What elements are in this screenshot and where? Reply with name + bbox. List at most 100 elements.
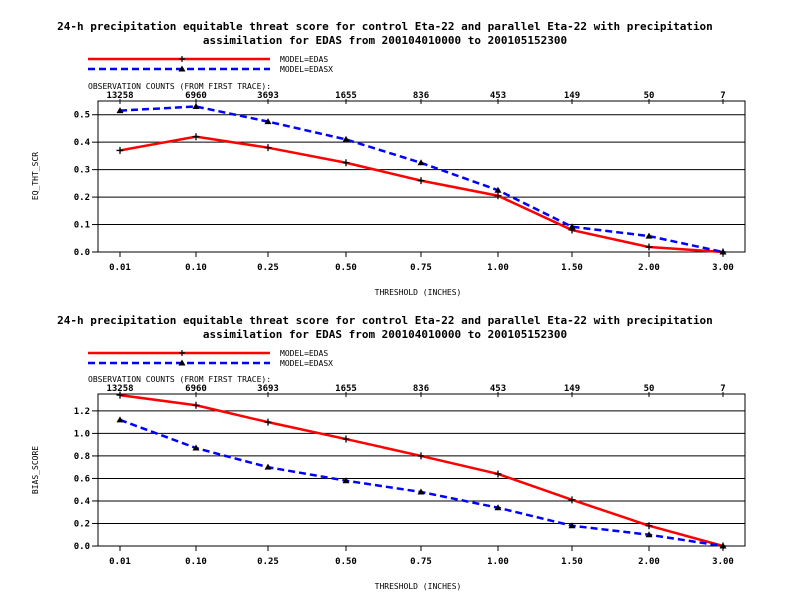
chart-1-legend-label-edas: MODEL=EDAS — [280, 55, 328, 64]
y-tick-label: 0.6 — [74, 474, 90, 484]
chart-panel-2: 24-h precipitation equitable threat scor… — [31, 314, 746, 591]
chart-2-legend-marker-edasx — [178, 359, 186, 366]
obs-count-label: 1655 — [335, 91, 357, 101]
data-point-triangle — [417, 488, 425, 495]
chart-1-series-edasx — [116, 102, 727, 255]
chart-2-gridlines — [98, 410, 745, 524]
x-tick-label: 3.00 — [712, 557, 734, 567]
x-tick-label: 1.00 — [487, 557, 509, 567]
chart-2-series-edas — [116, 391, 727, 550]
data-point-plus — [645, 243, 653, 251]
chart-2-obs-counts-label: OBSERVATION COUNTS (FROM FIRST TRACE): — [88, 375, 271, 384]
obs-count-label: 50 — [644, 91, 655, 101]
obs-count-label: 13258 — [106, 91, 133, 101]
chart-1-plot-frame — [97, 100, 746, 253]
x-tick-label: 0.50 — [335, 557, 357, 567]
data-point-plus — [568, 496, 576, 504]
chart-2-y-axis-label: BIAS_SCORE — [31, 446, 40, 494]
series-line — [119, 418, 724, 548]
y-tick-label: 0.0 — [74, 542, 90, 552]
chart-panel-1: 24-h precipitation equitable threat scor… — [31, 20, 746, 297]
obs-count-label: 453 — [490, 384, 506, 394]
data-point-triangle — [417, 159, 425, 166]
x-tick-label: 1.50 — [561, 557, 583, 567]
y-tick-label: 1.2 — [74, 407, 90, 417]
data-point-triangle — [116, 416, 124, 423]
chart-1-legend-label-edasx: MODEL=EDASX — [280, 65, 333, 74]
chart-2-series-edasx — [116, 416, 727, 549]
y-tick-label: 0.8 — [74, 452, 90, 462]
chart-1-obs-counts: 13258 6960 3693 1655 836 453 149 50 7 — [106, 91, 726, 104]
data-point-triangle — [116, 107, 124, 114]
obs-count-label: 453 — [490, 91, 506, 101]
obs-count-label: 13258 — [106, 384, 133, 394]
x-tick-label: 2.00 — [638, 263, 660, 273]
chart-2-legend-marker-edas — [179, 350, 185, 356]
data-point-triangle — [645, 531, 653, 538]
x-tick-label: 2.00 — [638, 557, 660, 567]
x-tick-label: 0.10 — [185, 263, 207, 273]
data-point-triangle — [719, 248, 727, 255]
y-tick-label: 0.3 — [74, 166, 90, 176]
chart-2-legend-label-edasx: MODEL=EDASX — [280, 359, 333, 368]
obs-count-label: 50 — [644, 384, 655, 394]
data-point-triangle — [342, 135, 350, 142]
chart-1-legend: MODEL=EDAS MODEL=EDASX — [88, 55, 333, 74]
chart-1-y-axis-label: EQ_THT_SCR — [31, 152, 40, 200]
x-tick-label: 0.75 — [410, 557, 432, 567]
data-point-triangle — [568, 223, 576, 230]
x-tick-label: 3.00 — [712, 263, 734, 273]
x-tick-label: 0.50 — [335, 263, 357, 273]
data-point-plus — [342, 159, 350, 167]
y-tick-label: 0.2 — [74, 519, 90, 529]
chart-2-legend-label-edas: MODEL=EDAS — [280, 349, 328, 358]
chart-1-obs-counts-label: OBSERVATION COUNTS (FROM FIRST TRACE): — [88, 82, 271, 91]
data-point-plus — [116, 391, 124, 399]
data-point-plus — [645, 522, 653, 530]
obs-count-label: 836 — [413, 91, 429, 101]
y-tick-label: 0.4 — [74, 497, 91, 507]
chart-2-title-line-1: 24-h precipitation equitable threat scor… — [57, 314, 713, 327]
data-point-plus — [116, 146, 124, 154]
data-point-plus — [192, 133, 200, 141]
data-point-triangle — [264, 463, 272, 470]
x-tick-label: 1.00 — [487, 263, 509, 273]
data-point-triangle — [192, 102, 200, 109]
data-point-triangle — [494, 186, 502, 193]
x-tick-label: 0.25 — [257, 557, 279, 567]
chart-2-x-ticks: 0.01 0.10 0.25 0.50 0.75 1.00 1.50 2.00 3.00 — [109, 546, 734, 567]
obs-count-label: 149 — [564, 384, 580, 394]
chart-1-title-line-2: assimilation for EDAS from 200104010000 … — [203, 34, 567, 47]
data-point-plus — [264, 144, 272, 152]
chart-2-legend: MODEL=EDAS MODEL=EDASX — [88, 349, 333, 368]
chart-2-plot-frame — [97, 393, 746, 547]
data-point-triangle — [342, 477, 350, 484]
y-tick-label: 1.0 — [74, 429, 90, 439]
chart-1-y-ticks: 0.0 0.1 0.2 0.3 0.4 0.5 — [74, 111, 98, 258]
data-point-triangle — [192, 444, 200, 451]
obs-count-label: 6960 — [185, 91, 207, 101]
y-tick-label: 0.0 — [74, 248, 90, 258]
obs-count-label: 7 — [720, 91, 725, 101]
y-tick-label: 0.2 — [74, 193, 90, 203]
chart-2-obs-counts: 13258 6960 3693 1655 836 453 149 50 7 — [106, 384, 726, 397]
x-tick-label: 0.10 — [185, 557, 207, 567]
y-tick-label: 0.4 — [74, 138, 91, 148]
chart-1-legend-marker-edas — [179, 56, 185, 62]
obs-count-label: 7 — [720, 384, 725, 394]
chart-1-series-edas — [116, 133, 727, 256]
chart-2-title-line-2: assimilation for EDAS from 200104010000 … — [203, 328, 567, 341]
obs-count-label: 3693 — [257, 384, 279, 394]
data-point-plus — [417, 177, 425, 185]
chart-1-x-ticks: 0.01 0.10 0.25 0.50 0.75 1.00 1.50 2.00 3.00 — [109, 252, 734, 273]
x-tick-label: 0.01 — [109, 557, 131, 567]
data-point-plus — [264, 418, 272, 426]
obs-count-label: 836 — [413, 384, 429, 394]
obs-count-label: 6960 — [185, 384, 207, 394]
data-point-plus — [494, 470, 502, 478]
data-point-triangle — [719, 542, 727, 549]
chart-1-x-axis-label: THRESHOLD (INCHES) — [375, 288, 462, 297]
data-point-triangle — [494, 504, 502, 511]
x-tick-label: 0.75 — [410, 263, 432, 273]
